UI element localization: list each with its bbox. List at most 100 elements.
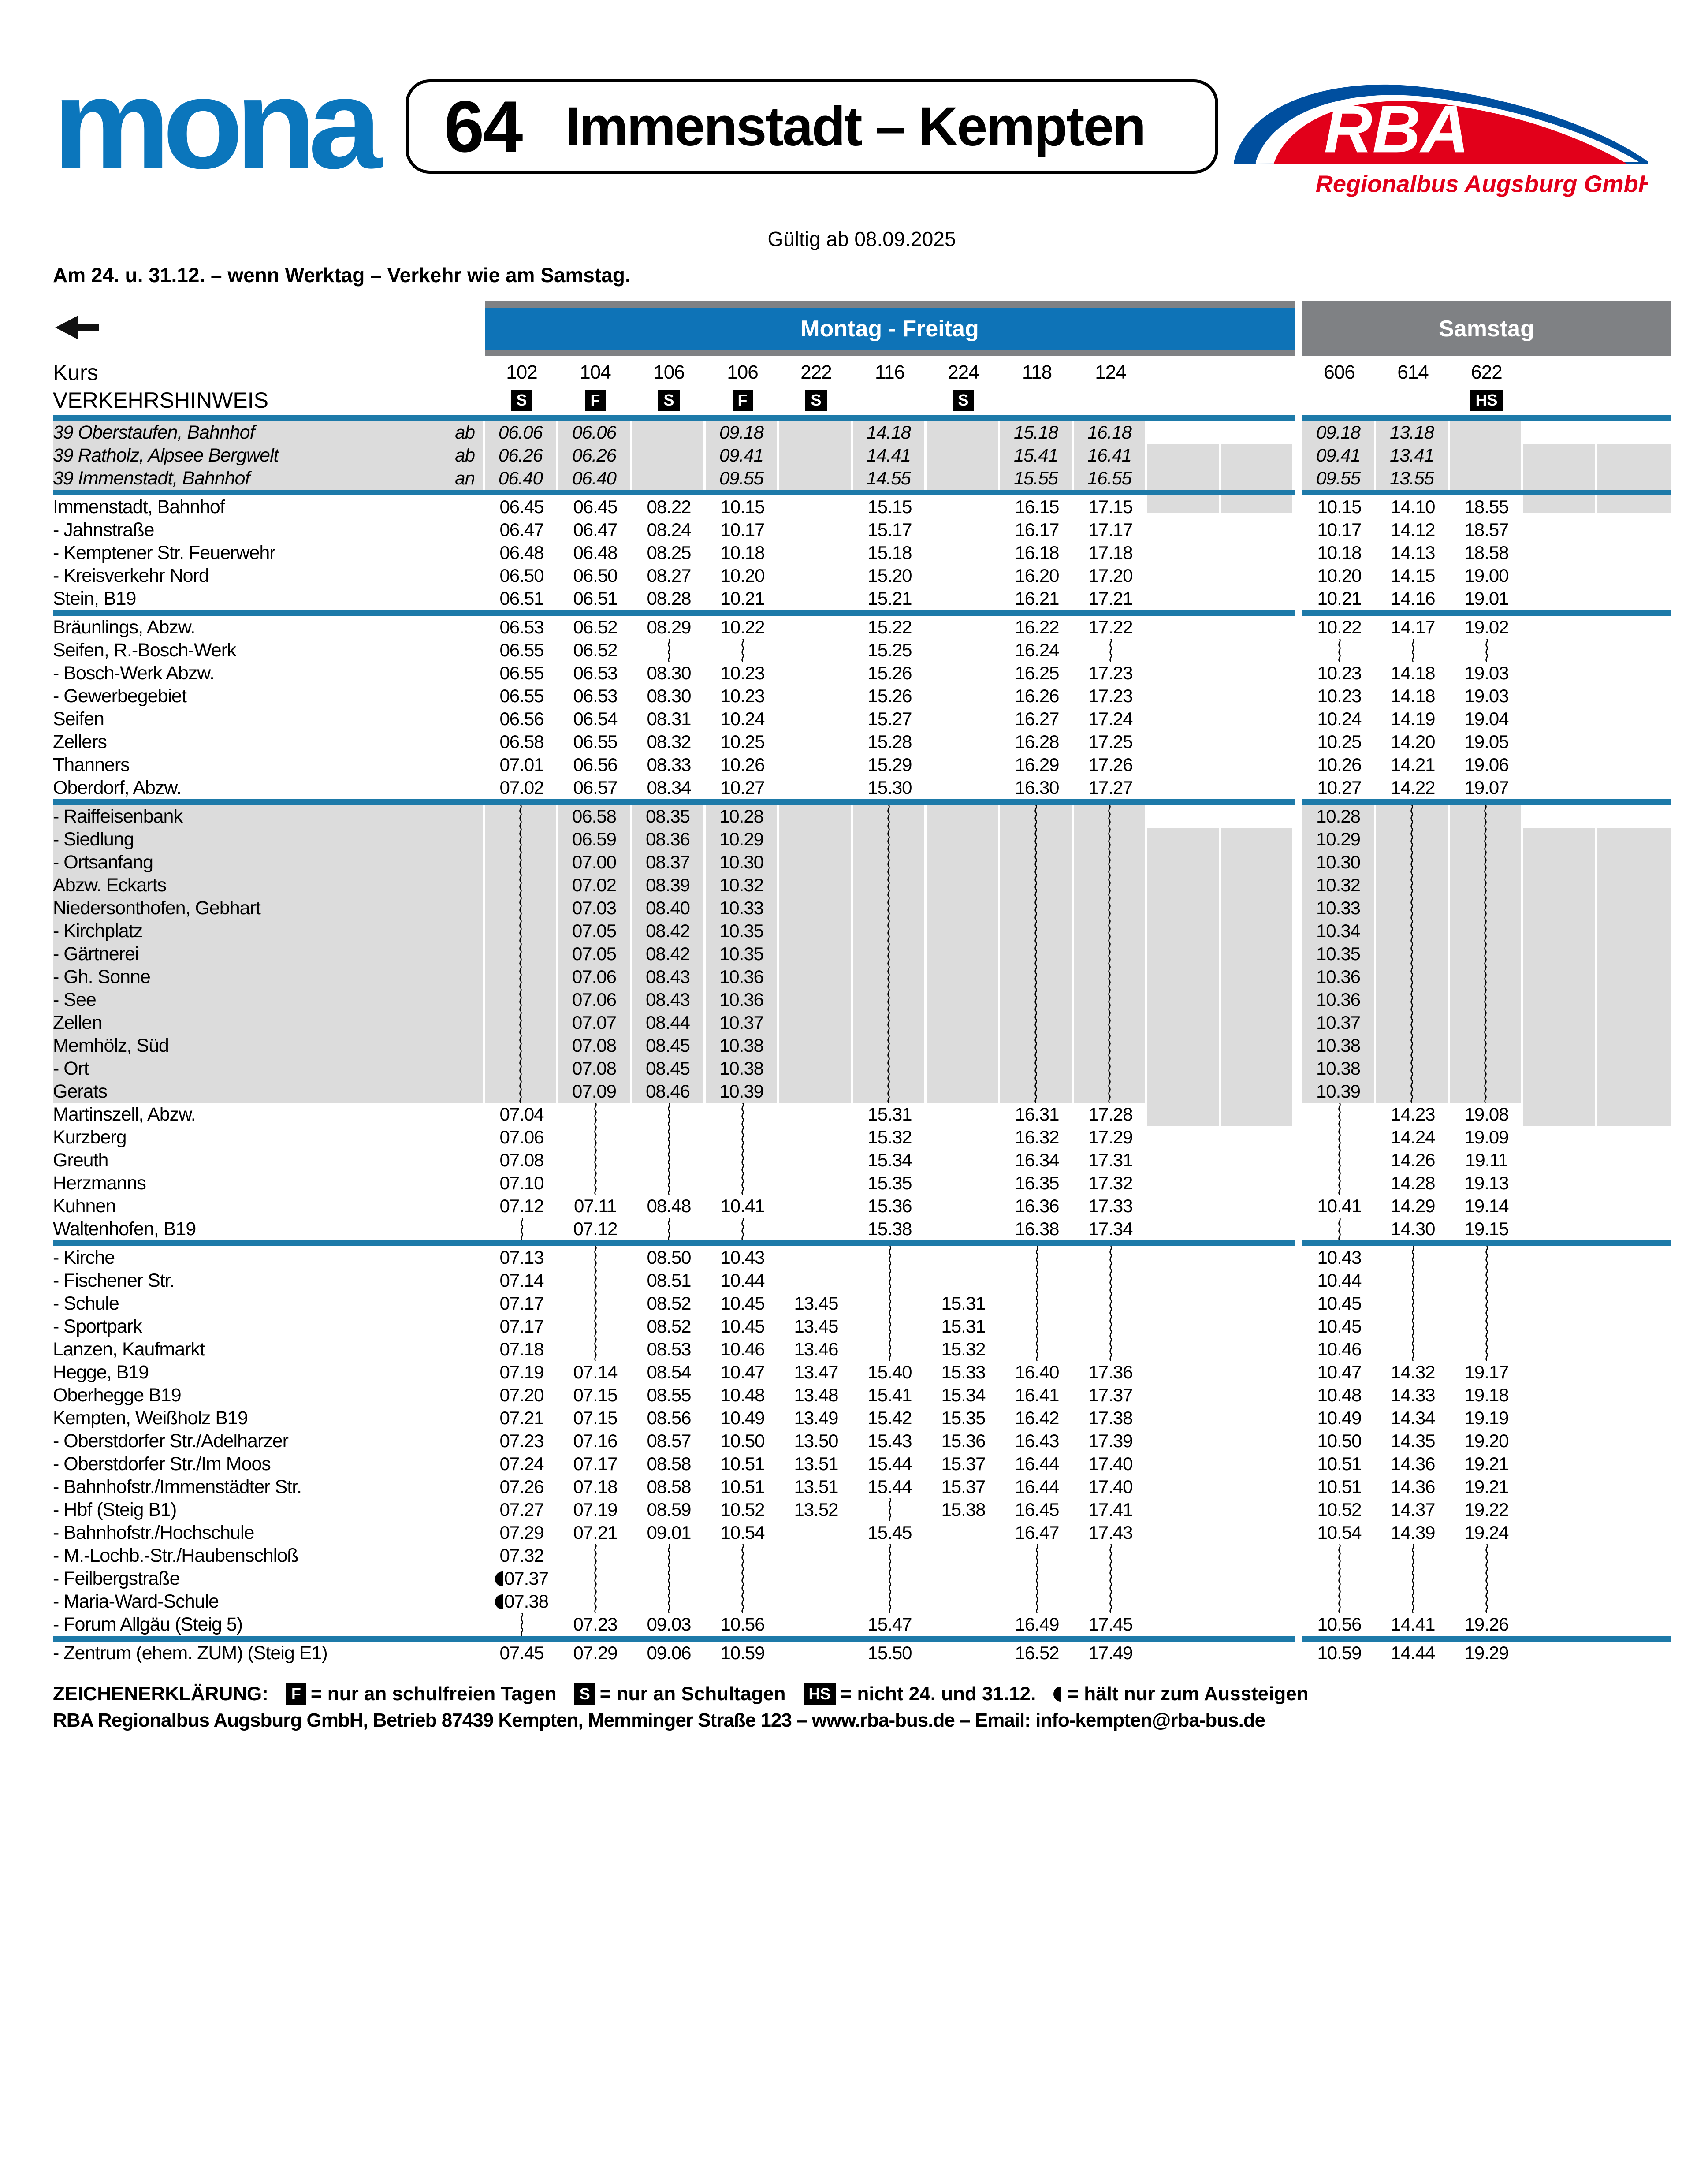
empty-cell <box>1221 1126 1295 1149</box>
skip-wavy-icon <box>667 1544 670 1567</box>
time-cell: 07.18 <box>499 1339 544 1359</box>
empty-cell <box>1597 541 1671 564</box>
skip-wavy-icon <box>1411 1246 1414 1269</box>
station-label: - Jahnstraße <box>53 519 154 540</box>
time-cell: 19.11 <box>1465 1150 1508 1170</box>
skip-wavy-icon <box>1410 965 1413 988</box>
traffic-day-badge: HS <box>803 1683 836 1705</box>
time-cell: 08.43 <box>632 988 706 1011</box>
empty-cell <box>1523 518 1597 541</box>
time-cell: 10.36 <box>1302 965 1376 988</box>
skip-wavy-icon <box>1035 1315 1038 1338</box>
ab-an-marker: ab <box>455 422 475 443</box>
traffic-day-badge: S <box>574 1683 595 1705</box>
time-cell: 08.37 <box>632 851 706 874</box>
empty-cell <box>1523 988 1597 1011</box>
time-cell <box>927 467 1000 490</box>
time-cell: 07.19 <box>573 1499 618 1520</box>
time-cell: 10.27 <box>1317 777 1362 798</box>
time-cell: 16.15 <box>1015 496 1059 517</box>
course-number: 102 <box>506 361 537 383</box>
rba-swoosh-icon: RBA Regionalbus Augsburg GmbH <box>1234 84 1656 197</box>
skip-wavy-icon <box>1484 897 1487 920</box>
time-cell: 06.51 <box>499 588 544 609</box>
time-cell <box>1074 639 1147 662</box>
skip-wavy-icon <box>1034 874 1037 897</box>
empty-cell <box>1523 444 1597 467</box>
time-cell <box>927 495 1000 518</box>
section-rule <box>53 1636 1671 1642</box>
time-cell <box>927 1590 1000 1613</box>
course-number: 622 <box>1471 361 1502 383</box>
empty-cell <box>1147 444 1221 467</box>
skip-wavy-icon <box>520 1613 523 1636</box>
time-cell: 06.56 <box>499 708 544 729</box>
empty-cell <box>1221 587 1295 610</box>
empty-cell <box>1221 444 1295 467</box>
time-cell: 14.22 <box>1391 777 1435 798</box>
empty-cell <box>1147 1080 1221 1103</box>
time-cell <box>853 874 927 897</box>
empty-cell <box>1597 1452 1671 1475</box>
skip-wavy-icon <box>1108 942 1111 965</box>
time-cell: 10.35 <box>1302 942 1376 965</box>
time-cell <box>779 1613 853 1636</box>
time-cell <box>927 685 1000 707</box>
skip-wavy-icon <box>667 1149 670 1172</box>
time-cell <box>1074 874 1147 897</box>
empty-cell <box>1523 1407 1597 1430</box>
time-cell: 16.21 <box>1015 588 1059 609</box>
time-cell: 08.56 <box>647 1408 691 1428</box>
skip-wavy-icon <box>594 1246 597 1269</box>
course-number: 606 <box>1324 361 1355 383</box>
time-cell <box>485 1034 558 1057</box>
time-cell: 17.33 <box>1088 1195 1133 1216</box>
time-cell <box>558 1103 632 1126</box>
course-badge-cell: F <box>706 390 779 411</box>
time-cell <box>779 965 853 988</box>
time-cell: 08.32 <box>647 731 691 752</box>
time-cell: 08.25 <box>647 542 691 563</box>
empty-cell <box>1221 942 1295 965</box>
time-cell <box>779 1172 853 1195</box>
time-cell <box>779 662 853 685</box>
empty-cell <box>1221 920 1295 942</box>
time-cell <box>779 942 853 965</box>
empty-cell <box>1523 1361 1597 1384</box>
time-cell <box>485 897 558 920</box>
skip-wavy-icon <box>1035 1544 1038 1567</box>
time-cell <box>1302 1590 1376 1613</box>
time-cell: 17.20 <box>1088 565 1133 586</box>
time-cell <box>1450 1590 1523 1613</box>
time-cell: 07.03 <box>558 897 632 920</box>
time-cell <box>1074 1338 1147 1361</box>
empty-cell <box>1147 1218 1221 1240</box>
time-cell: 07.08 <box>558 1057 632 1080</box>
empty-cell <box>1221 1080 1295 1103</box>
time-cell <box>779 541 853 564</box>
time-cell: 19.20 <box>1464 1430 1509 1451</box>
time-cell: 14.18 <box>1391 663 1435 683</box>
time-cell: 08.42 <box>632 920 706 942</box>
station-label: - Siedlung <box>53 828 485 851</box>
time-cell: 08.54 <box>647 1362 691 1382</box>
table-row: Waltenhofen, B19 07.12 15.38 16.38 17.34 14.3… <box>53 1218 1671 1240</box>
skip-wavy-icon <box>519 1034 522 1057</box>
empty-cell <box>1147 1126 1221 1149</box>
station-label: 39 Oberstaufen, Bahnhof ab <box>53 421 485 444</box>
time-cell <box>927 920 1000 942</box>
empty-cell <box>1221 1338 1295 1361</box>
time-cell <box>779 874 853 897</box>
time-cell: 07.15 <box>573 1408 618 1428</box>
skip-wavy-icon <box>1410 828 1413 851</box>
time-cell: 19.05 <box>1464 731 1509 752</box>
skip-wavy-icon <box>1484 965 1487 988</box>
time-cell <box>853 942 927 965</box>
time-cell <box>927 707 1000 730</box>
time-cell: 19.03 <box>1464 663 1509 683</box>
time-cell: 09.01 <box>647 1522 691 1543</box>
time-cell: 10.23 <box>1317 685 1362 706</box>
table-row: - Kirchplatz 07.05 08.42 10.35 10.34 <box>53 920 1671 965</box>
empty-cell <box>1221 1315 1295 1338</box>
time-cell: 08.43 <box>632 965 706 988</box>
